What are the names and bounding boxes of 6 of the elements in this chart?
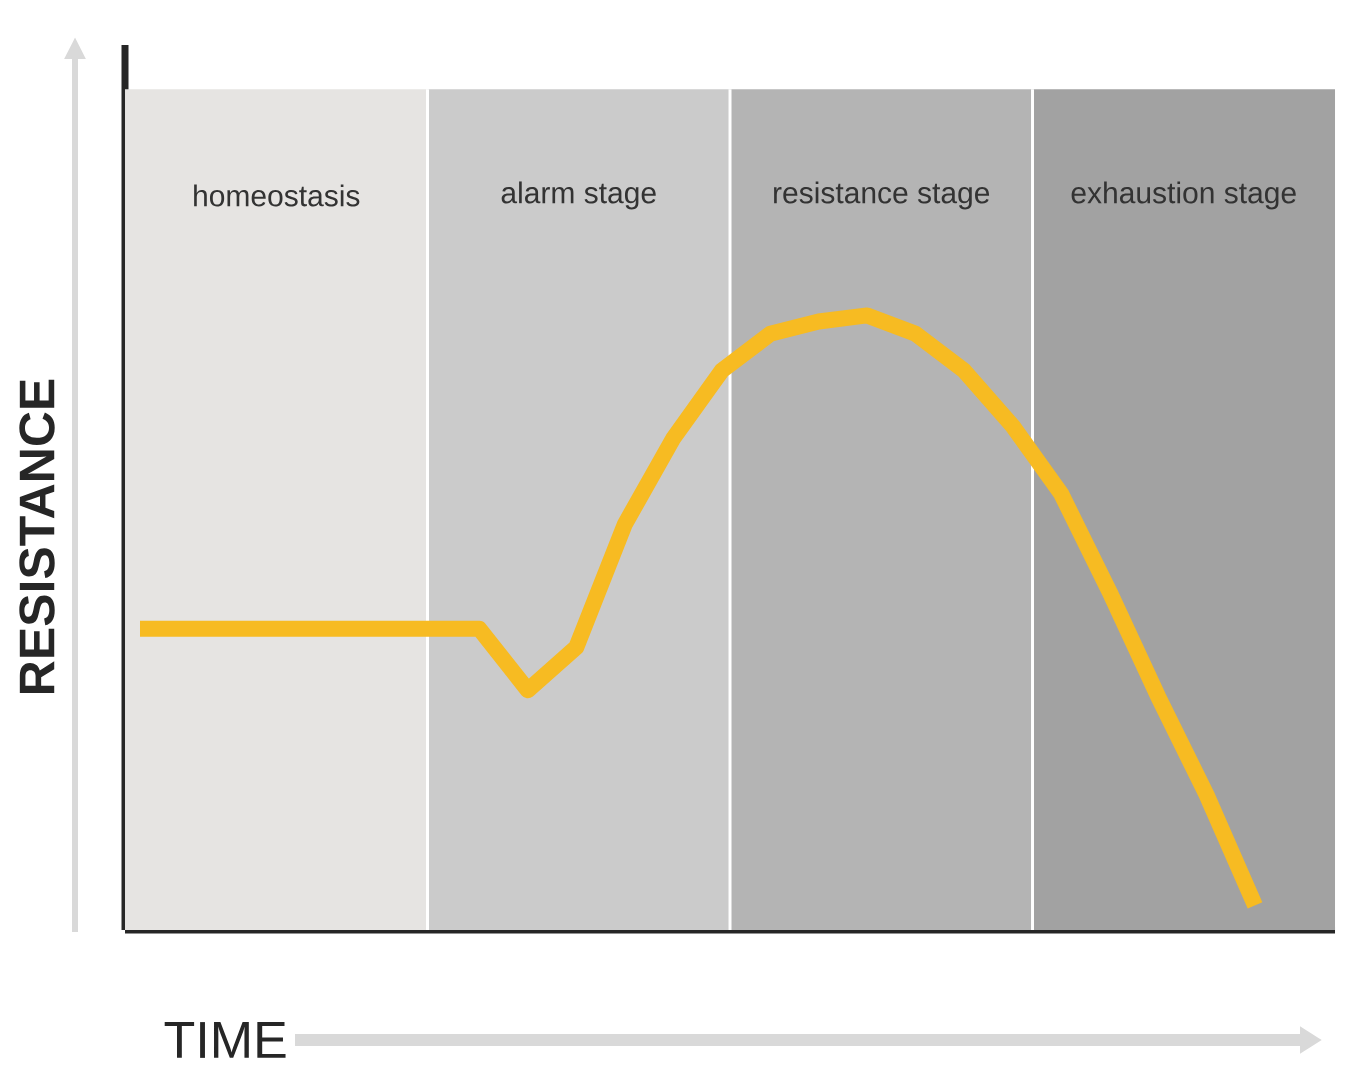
text: homeostasis	[194, 184, 360, 207]
text: resistance stage	[774, 181, 990, 210]
text: alarm stage	[501, 181, 656, 210]
text: exhaustion stage	[1071, 181, 1296, 210]
x-axis-title: TIME	[164, 1022, 286, 1058]
y-axis-title: RESISTANCE	[19, 379, 55, 693]
